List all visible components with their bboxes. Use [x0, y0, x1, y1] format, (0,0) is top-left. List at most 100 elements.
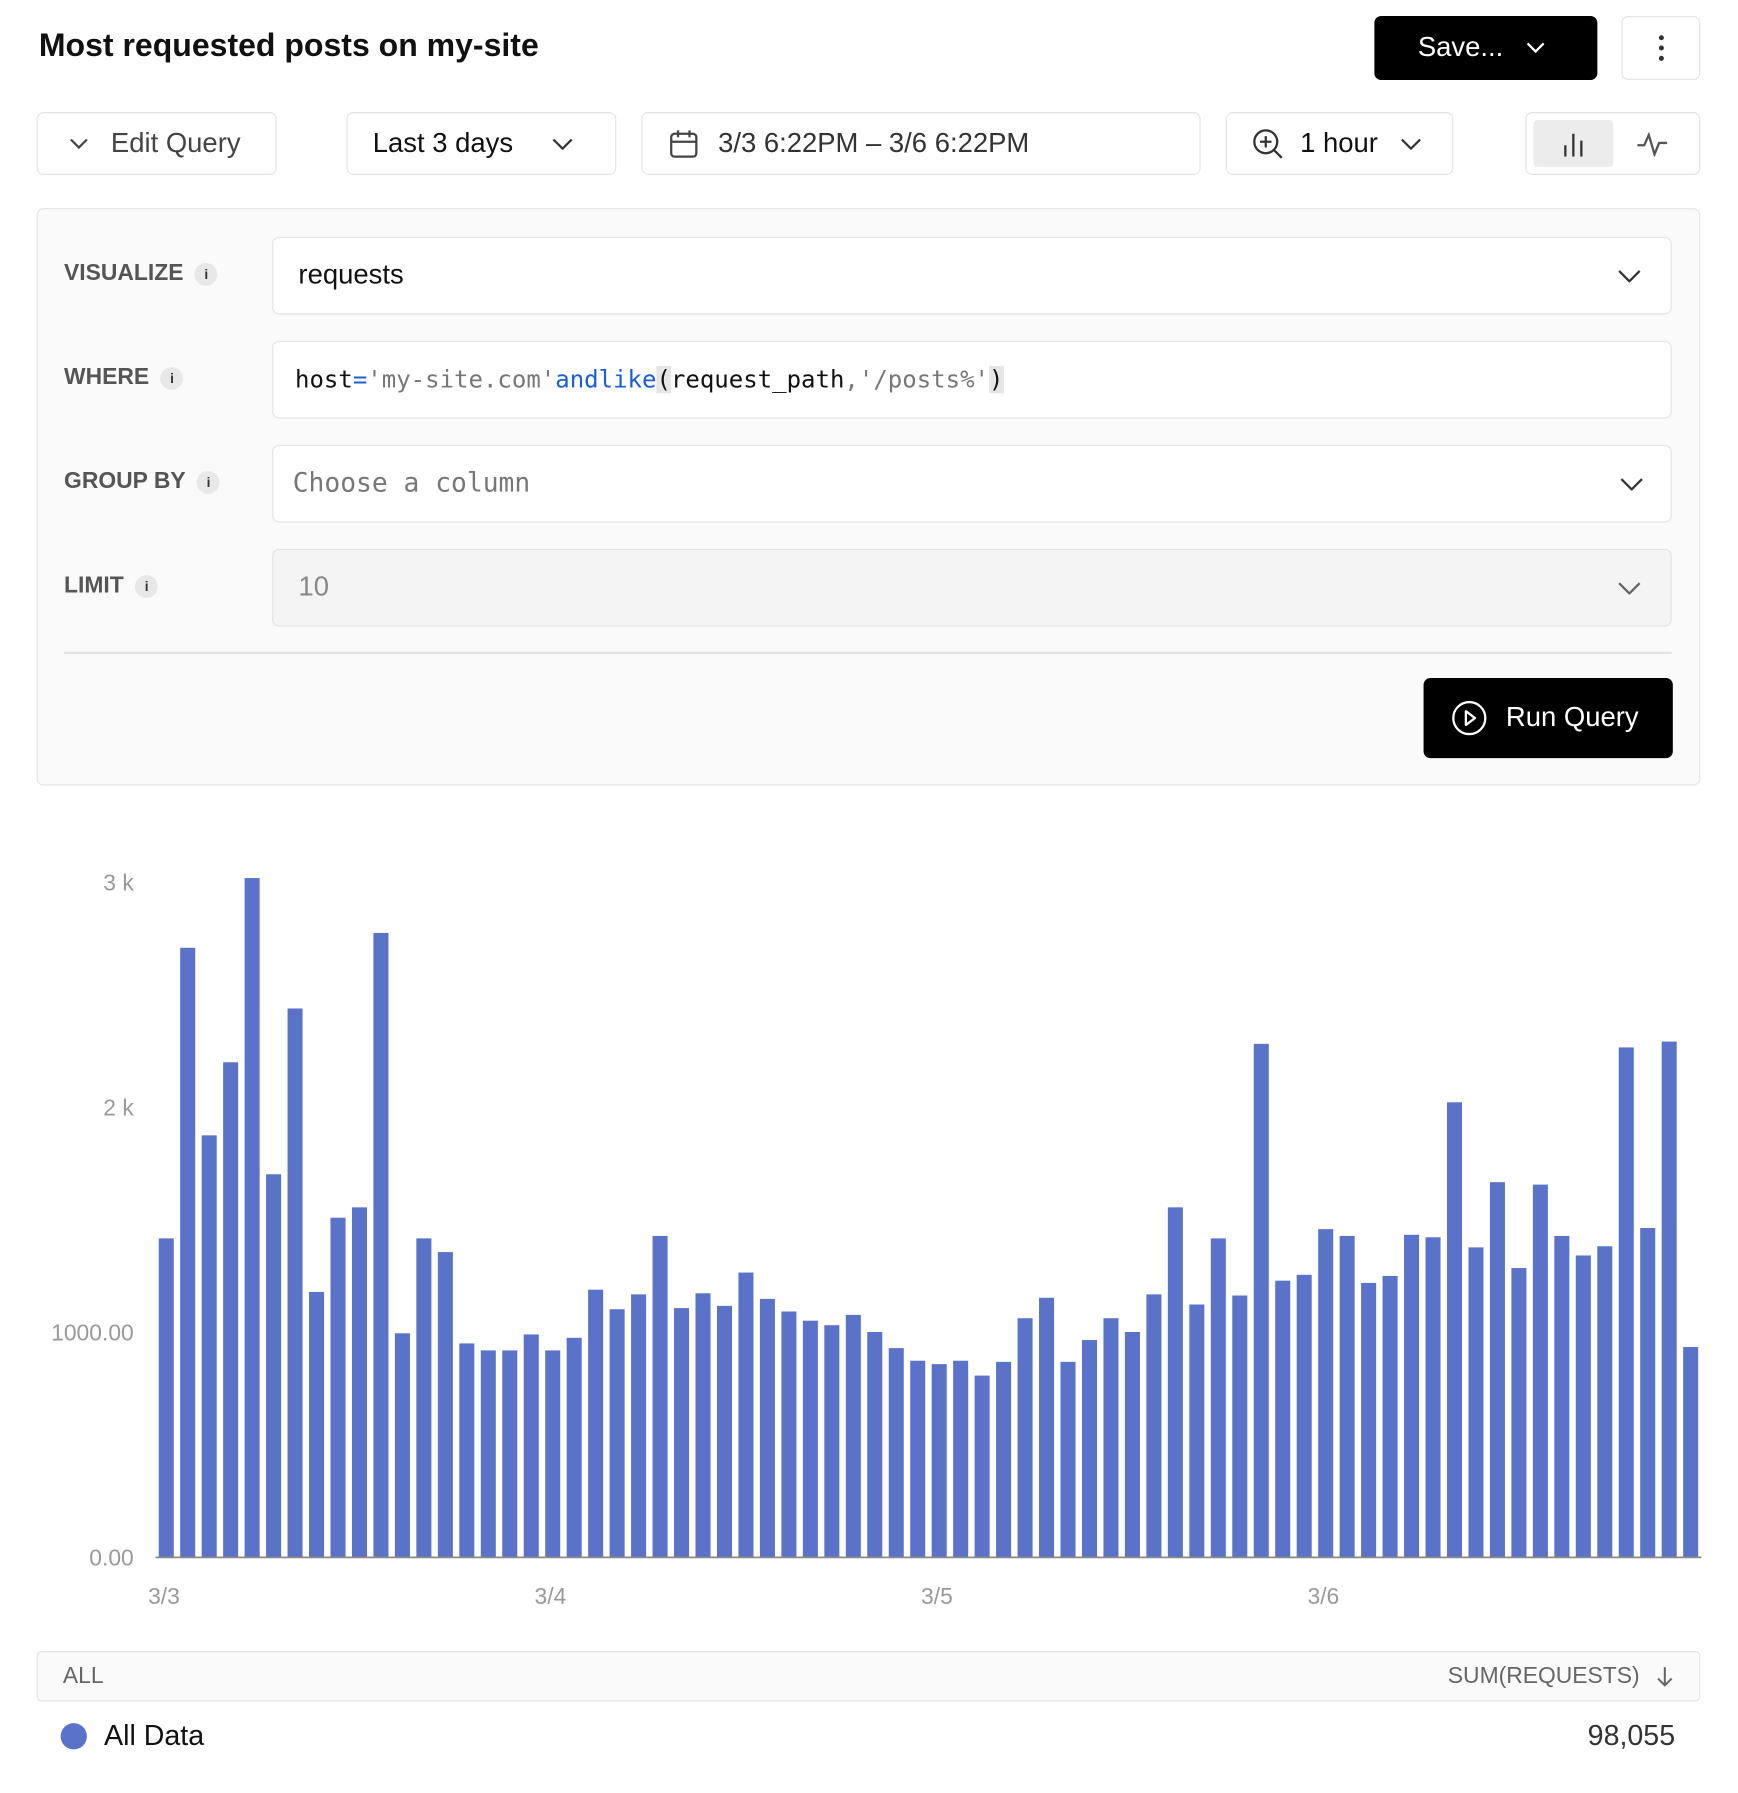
bar — [1640, 1228, 1656, 1558]
calendar-icon — [670, 129, 698, 158]
bar — [502, 1350, 518, 1558]
code-token: '/posts%' — [858, 365, 990, 394]
code-token: 'my-site.com' — [367, 365, 556, 394]
series-dot — [60, 1722, 87, 1749]
bar — [416, 1238, 432, 1558]
bar — [1468, 1247, 1484, 1558]
chevron — [70, 138, 88, 149]
kebab-icon — [1658, 35, 1664, 61]
bar — [738, 1272, 754, 1558]
bar — [802, 1320, 818, 1558]
bar — [1060, 1361, 1076, 1558]
bar — [223, 1062, 239, 1558]
edit-query-button[interactable]: Edit Query — [36, 112, 277, 175]
bar — [910, 1360, 926, 1558]
chevron — [1618, 269, 1641, 282]
bar — [1253, 1043, 1269, 1558]
bar — [394, 1333, 410, 1558]
bar — [824, 1325, 840, 1558]
range-label: Last 3 days — [372, 127, 514, 159]
bar — [1575, 1255, 1591, 1558]
bar — [201, 1135, 217, 1558]
bar — [1532, 1184, 1548, 1558]
bar — [609, 1309, 625, 1558]
y-tick-label: 3 k — [103, 870, 134, 896]
bar — [588, 1289, 604, 1558]
bar — [480, 1350, 496, 1558]
visualize-value: requests — [298, 259, 404, 291]
bar — [330, 1217, 346, 1558]
bar — [244, 878, 260, 1558]
label-text: LIMIT — [64, 572, 124, 599]
chevron — [1401, 138, 1422, 150]
x-tick-label: 3/3 — [148, 1583, 180, 1609]
info-icon: i — [197, 470, 220, 494]
code-token: like — [598, 365, 657, 394]
date-range[interactable]: 3/3 6:22PM – 3/6 6:22PM — [641, 112, 1201, 175]
bar — [674, 1308, 690, 1558]
code-token: = — [352, 365, 368, 394]
code-token: ( — [656, 365, 671, 394]
bar — [1296, 1274, 1312, 1558]
limit-label: LIMIT i — [64, 572, 159, 599]
where-input[interactable]: host = 'my-site.com' and like(request_pa… — [272, 340, 1672, 419]
code-token: request_path — [670, 365, 845, 394]
bar — [1103, 1318, 1119, 1558]
info-icon: i — [160, 366, 184, 390]
x-tick-label: 3/5 — [921, 1583, 953, 1609]
code-token: host — [295, 365, 353, 394]
label-text: WHERE — [64, 364, 150, 390]
table-row: All Data 98,055 — [60, 1715, 1676, 1756]
bar — [566, 1337, 582, 1558]
visualize-select[interactable]: requests — [272, 236, 1672, 315]
visualize-label: VISUALIZE i — [64, 261, 218, 287]
group-by-select[interactable]: Choose a column — [272, 444, 1672, 523]
save-button[interactable]: Save... — [1374, 16, 1598, 81]
chevron — [1618, 581, 1641, 595]
bar — [781, 1311, 797, 1558]
play-icon — [1452, 700, 1487, 736]
range-select[interactable]: Last 3 days — [346, 112, 617, 175]
bar — [351, 1207, 367, 1558]
bar — [1339, 1235, 1355, 1558]
bar — [1618, 1047, 1634, 1558]
bar — [695, 1293, 711, 1558]
chevron — [1526, 42, 1545, 54]
bar — [523, 1334, 539, 1558]
more-button[interactable] — [1621, 16, 1701, 81]
chevron — [552, 138, 573, 150]
bar — [180, 947, 196, 1558]
sort-header[interactable]: SUM(REQUESTS) — [1448, 1663, 1674, 1689]
bar — [1210, 1238, 1226, 1558]
info-icon: i — [194, 262, 218, 286]
bar — [1489, 1182, 1505, 1558]
zoom-icon — [1253, 128, 1283, 159]
run-query-label: Run Query — [1505, 702, 1639, 733]
run-query-button[interactable]: Run Query — [1423, 678, 1673, 759]
granularity-select[interactable]: 1 hour — [1225, 112, 1454, 175]
bar — [1189, 1304, 1205, 1558]
bar — [1017, 1318, 1033, 1558]
code-token: , — [844, 365, 859, 394]
code-token: ) — [989, 365, 1004, 394]
bar — [1446, 1102, 1463, 1558]
bar-chart-toggle[interactable] — [1533, 120, 1613, 167]
label-text: VISUALIZE — [64, 260, 184, 286]
x-tick-label: 3/4 — [535, 1583, 567, 1609]
bar — [1683, 1347, 1699, 1558]
header-cell: SUM(REQUESTS) — [1447, 1663, 1640, 1689]
bar — [931, 1364, 947, 1558]
group-by-placeholder: Choose a column — [292, 468, 531, 499]
page-title: Most requested posts on my-site — [38, 27, 539, 63]
bar — [1275, 1280, 1291, 1558]
bar-icon — [1563, 133, 1583, 157]
line-chart-toggle[interactable] — [1613, 120, 1692, 167]
limit-select[interactable]: 10 — [272, 548, 1672, 627]
where-label: WHERE i — [64, 364, 184, 391]
granularity-label: 1 hour — [1300, 127, 1378, 159]
row-label: All Data — [104, 1719, 205, 1752]
bar — [1382, 1275, 1398, 1558]
bar — [1146, 1294, 1162, 1558]
bar — [1361, 1282, 1377, 1558]
bar — [287, 1008, 303, 1558]
